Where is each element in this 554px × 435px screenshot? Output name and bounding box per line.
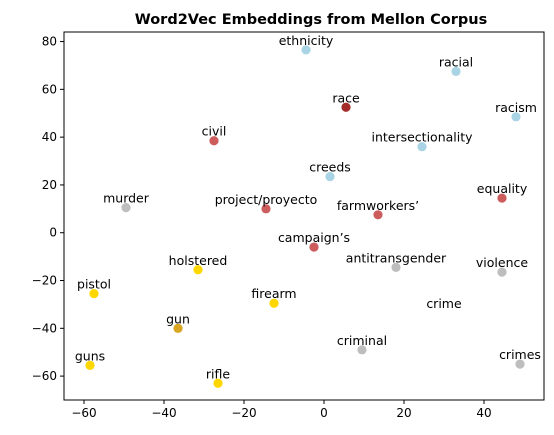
- point-racism: [511, 112, 521, 122]
- point-equality: [497, 193, 507, 203]
- point-label-project-proyecto: project/proyecto: [215, 192, 318, 207]
- point-label-pistol: pistol: [77, 277, 111, 292]
- y-tick-label: 80: [42, 35, 57, 49]
- point-label-racial: racial: [439, 54, 473, 69]
- point-pistol: [89, 289, 99, 299]
- point-antitransgender: [391, 262, 401, 272]
- point-label-murder: murder: [103, 191, 150, 206]
- point-gun: [173, 323, 183, 333]
- point-label-ethnicity: ethnicity: [279, 33, 334, 48]
- point-campaign-s: [309, 242, 319, 252]
- point-label-rifle: rifle: [206, 366, 230, 381]
- point-violence: [497, 267, 507, 277]
- point-murder: [121, 203, 131, 213]
- point-race: [341, 102, 351, 112]
- point-label-creeds: creeds: [309, 160, 351, 175]
- point-label-farmworkers: farmworkers’: [337, 198, 419, 213]
- x-tick-label: 40: [476, 406, 491, 420]
- points-layer: [85, 45, 525, 388]
- point-label-campaign-s: campaign’s: [278, 230, 350, 245]
- point-ethnicity: [301, 45, 311, 55]
- x-tick-label: −40: [151, 406, 176, 420]
- x-axis: −60 −40 −20 0 20 40: [71, 400, 492, 420]
- point-civil: [209, 136, 219, 146]
- point-label-equality: equality: [477, 181, 528, 196]
- point-farmworkers: [373, 210, 383, 220]
- point-crimes: [515, 359, 525, 369]
- y-tick-label: 40: [42, 130, 57, 144]
- plot-frame: [63, 31, 545, 401]
- point-label-guns: guns: [75, 348, 105, 363]
- point-racial: [451, 66, 461, 77]
- y-tick-label: −60: [32, 369, 57, 383]
- point-guns: [85, 360, 95, 370]
- y-tick-label: −20: [32, 274, 57, 288]
- y-tick-label: 60: [42, 82, 57, 96]
- point-holstered: [193, 265, 203, 275]
- point-criminal: [357, 345, 367, 355]
- point-label-race: race: [332, 90, 360, 105]
- point-rifle: [213, 378, 223, 388]
- y-axis: −60 −40 −20 0 20 40 60 80: [32, 35, 64, 383]
- point-creeds: [325, 171, 335, 182]
- x-tick-label: −60: [71, 406, 96, 420]
- x-tick-label: −20: [231, 406, 256, 420]
- x-tick-label: 0: [320, 406, 328, 420]
- point-firearm: [269, 298, 279, 308]
- point-label-crime: crime: [426, 296, 462, 311]
- point-label-civil: civil: [202, 124, 227, 139]
- y-tick-label: 20: [42, 178, 57, 192]
- point-label-holstered: holstered: [169, 253, 228, 268]
- point-label-gun: gun: [166, 311, 190, 326]
- point-label-intersectionality: intersectionality: [371, 130, 473, 145]
- x-tick-label: 20: [396, 406, 411, 420]
- point-intersectionality: [417, 142, 427, 152]
- y-tick-label: −40: [32, 321, 57, 335]
- point-label-racism: racism: [495, 100, 537, 115]
- y-tick-label: 0: [49, 226, 57, 240]
- point-label-criminal: criminal: [337, 333, 387, 348]
- point-label-crimes: crimes: [499, 347, 541, 362]
- point-label-violence: violence: [476, 255, 528, 270]
- point-label-firearm: firearm: [251, 286, 296, 301]
- point-label-antitransgender: antitransgender: [346, 250, 447, 265]
- chart-title: Word2Vec Embeddings from Mellon Corpus: [135, 12, 488, 28]
- labels-layer: ethnicity racial race racism civil intersecti…: [75, 33, 541, 381]
- point-project-proyecto: [261, 204, 271, 214]
